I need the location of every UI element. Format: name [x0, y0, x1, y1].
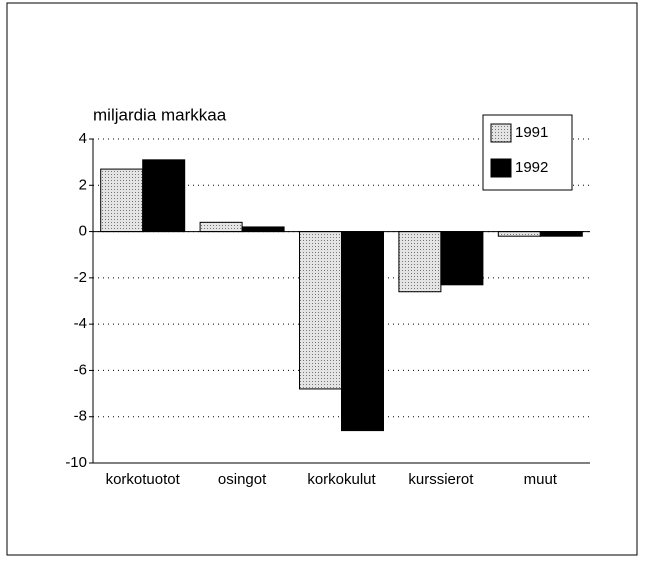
bar	[440, 231, 484, 286]
y-tick-label: 4	[79, 130, 87, 147]
legend-label: 1992	[515, 159, 548, 176]
frame	[6, 2, 638, 556]
legend-label: 1991	[515, 124, 548, 141]
y-tick-label: -10	[65, 454, 87, 471]
y-tick-label: -4	[74, 315, 87, 332]
y-tick-label: 2	[79, 176, 87, 193]
bar	[199, 221, 243, 233]
bar	[142, 159, 186, 233]
bar	[497, 231, 541, 237]
x-tick-label: korkokulut	[307, 471, 376, 488]
y-tick-label: 0	[79, 223, 87, 240]
x-tick-label: muut	[524, 471, 558, 488]
y-tick-label: -6	[74, 361, 87, 378]
x-tick-label: kurssierot	[408, 471, 474, 488]
y-tick-label: -8	[74, 408, 87, 425]
y-tick-label: -2	[74, 269, 87, 286]
y-axis-label: miljardia markkaa	[93, 105, 227, 124]
bar	[299, 231, 342, 390]
x-tick-label: osingot	[218, 471, 267, 488]
bar	[241, 226, 285, 233]
bar	[539, 231, 583, 237]
bar	[398, 231, 442, 293]
bar	[341, 231, 384, 432]
legend-swatch	[490, 158, 512, 178]
legend-swatch	[490, 123, 512, 143]
bar	[100, 168, 144, 233]
x-tick-label: korkotuotot	[106, 471, 181, 488]
